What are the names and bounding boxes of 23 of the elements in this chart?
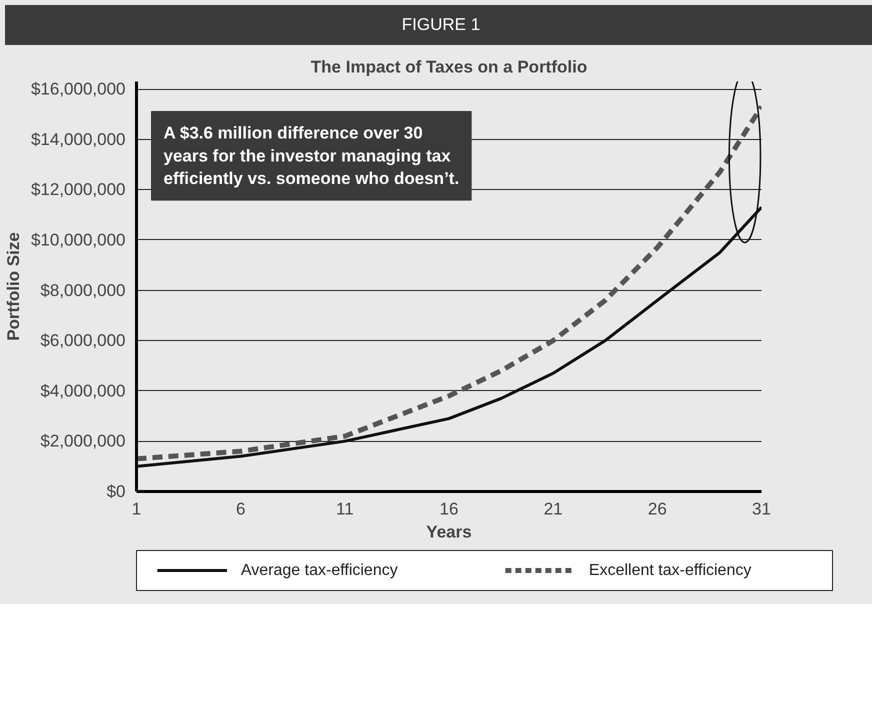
x-tick-label: 11	[336, 500, 354, 518]
annotation: A $3.6 million difference over 30 years for the investor managing tax efficiently vs. someone who doesn’t.	[164, 124, 460, 188]
x-tick-label: 16	[440, 500, 458, 518]
y-tick-label: $12,000,000	[30, 180, 126, 200]
y-tick-label: $10,000,000	[30, 230, 126, 250]
legend-label: Excellent tax-efficiency	[588, 562, 752, 579]
x-tick-label: 31	[752, 500, 771, 518]
x-tick-label: 6	[236, 500, 246, 518]
y-tick-label: $14,000,000	[30, 130, 126, 149]
caption: FIGURE 1	[402, 14, 480, 36]
y-axis-title: Portfolio Size	[4, 232, 23, 341]
y-tick-label: $6,000,000	[40, 331, 126, 350]
x-tick-label: 1	[132, 500, 142, 518]
y-tick-label: $2,000,000	[40, 432, 126, 451]
y-tick-label: $8,000,000	[40, 280, 126, 300]
x-tick-label: 26	[648, 500, 667, 518]
y-tick-label: $4,000,000	[40, 381, 126, 400]
y-tick-label: $0	[106, 482, 126, 501]
x-tick-label: 21	[544, 500, 563, 518]
legend-label: Average tax-efficiency	[240, 562, 398, 579]
x-axis-title: Years	[426, 522, 472, 542]
chart-title: The Impact of Taxes on a Portfolio	[310, 58, 588, 76]
y-tick-label: $16,000,000	[30, 80, 126, 99]
